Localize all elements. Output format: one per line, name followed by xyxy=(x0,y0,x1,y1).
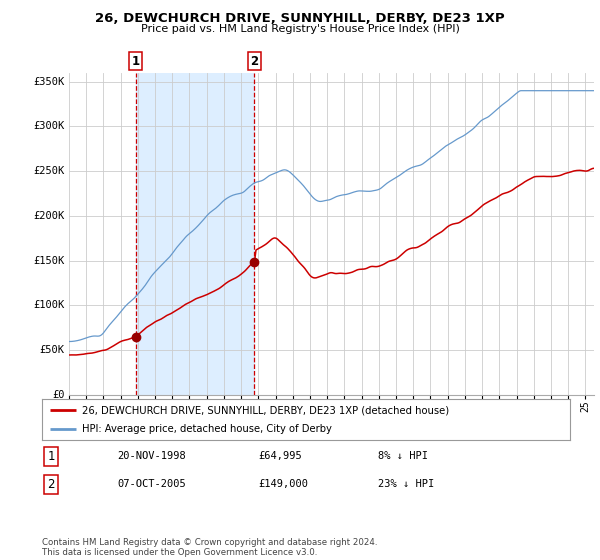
Text: £0: £0 xyxy=(52,390,65,400)
Text: 07-OCT-2005: 07-OCT-2005 xyxy=(117,479,186,489)
Text: 1: 1 xyxy=(47,450,55,463)
Text: HPI: Average price, detached house, City of Derby: HPI: Average price, detached house, City… xyxy=(82,424,331,433)
Bar xyxy=(136,73,254,395)
Text: Contains HM Land Registry data © Crown copyright and database right 2024.
This d: Contains HM Land Registry data © Crown c… xyxy=(42,538,377,557)
Text: £200K: £200K xyxy=(34,211,65,221)
Text: Price paid vs. HM Land Registry's House Price Index (HPI): Price paid vs. HM Land Registry's House … xyxy=(140,24,460,34)
Text: £300K: £300K xyxy=(34,122,65,132)
Text: £150K: £150K xyxy=(34,255,65,265)
Text: £149,000: £149,000 xyxy=(258,479,308,489)
Text: 20-NOV-1998: 20-NOV-1998 xyxy=(117,451,186,461)
Text: 26, DEWCHURCH DRIVE, SUNNYHILL, DERBY, DE23 1XP (detached house): 26, DEWCHURCH DRIVE, SUNNYHILL, DERBY, D… xyxy=(82,405,449,415)
Text: £64,995: £64,995 xyxy=(258,451,302,461)
Text: 23% ↓ HPI: 23% ↓ HPI xyxy=(378,479,434,489)
Text: £350K: £350K xyxy=(34,77,65,87)
Text: 1: 1 xyxy=(132,54,140,68)
Text: £50K: £50K xyxy=(40,345,65,355)
Text: £100K: £100K xyxy=(34,300,65,310)
Text: 2: 2 xyxy=(250,54,259,68)
Text: 8% ↓ HPI: 8% ↓ HPI xyxy=(378,451,428,461)
Text: 26, DEWCHURCH DRIVE, SUNNYHILL, DERBY, DE23 1XP: 26, DEWCHURCH DRIVE, SUNNYHILL, DERBY, D… xyxy=(95,12,505,25)
Text: £250K: £250K xyxy=(34,166,65,176)
Text: 2: 2 xyxy=(47,478,55,491)
